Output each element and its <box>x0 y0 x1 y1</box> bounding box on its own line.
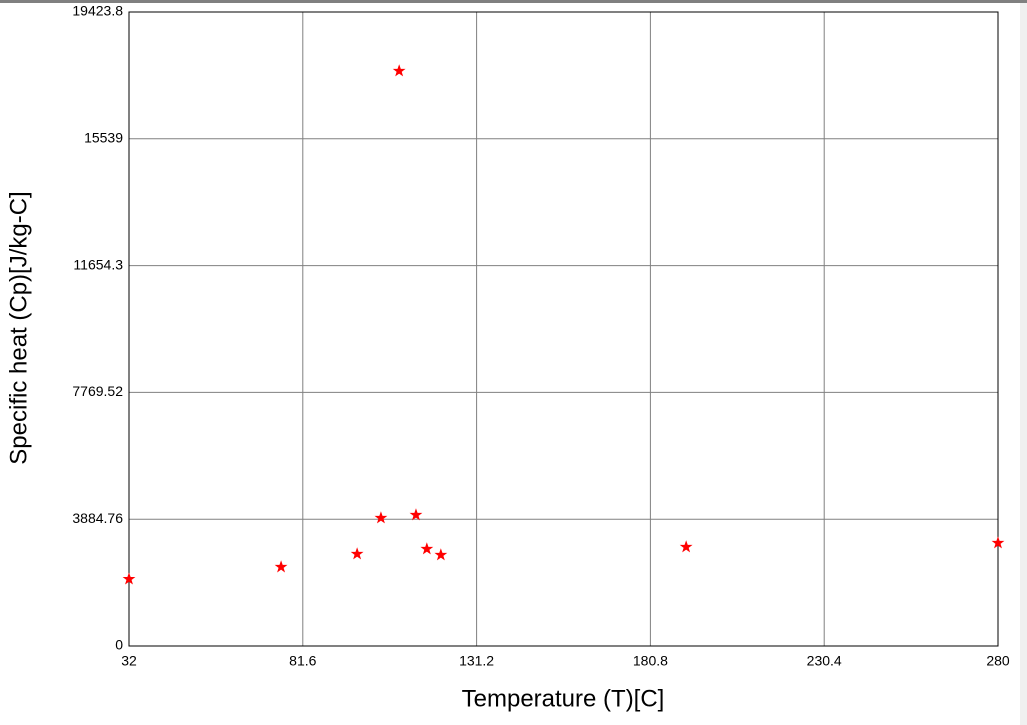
point <box>122 572 136 585</box>
x-axis-label: Temperature (T)[C] <box>462 685 665 712</box>
x-tick-label: 32 <box>121 653 137 669</box>
x-tick-label: 280 <box>986 653 1010 669</box>
y-tick-label: 7769.52 <box>72 383 123 399</box>
y-tick-label: 3884.76 <box>72 510 123 526</box>
point <box>392 64 406 77</box>
x-tick-label: 81.6 <box>289 653 316 669</box>
side-strip <box>1020 3 1027 725</box>
point <box>420 542 434 555</box>
point <box>350 547 364 560</box>
point <box>679 540 693 553</box>
point <box>991 536 1005 549</box>
x-tick-label: 180.8 <box>633 653 668 669</box>
y-tick-label: 19423.8 <box>72 3 123 19</box>
x-tick-label: 230.4 <box>807 653 842 669</box>
point <box>274 560 288 573</box>
point <box>409 508 423 521</box>
y-axis-label: Specific heat (Cp)[J/kg-C] <box>5 191 32 464</box>
y-tick-label: 0 <box>115 637 123 653</box>
plot-frame <box>128 11 999 647</box>
point <box>374 511 388 524</box>
y-tick-label: 11654.3 <box>73 256 123 272</box>
y-tick-label: 15539 <box>84 130 123 146</box>
background <box>0 3 1027 725</box>
x-tick-label: 131.2 <box>459 653 494 669</box>
window-edge <box>0 0 1027 3</box>
point <box>434 548 448 561</box>
